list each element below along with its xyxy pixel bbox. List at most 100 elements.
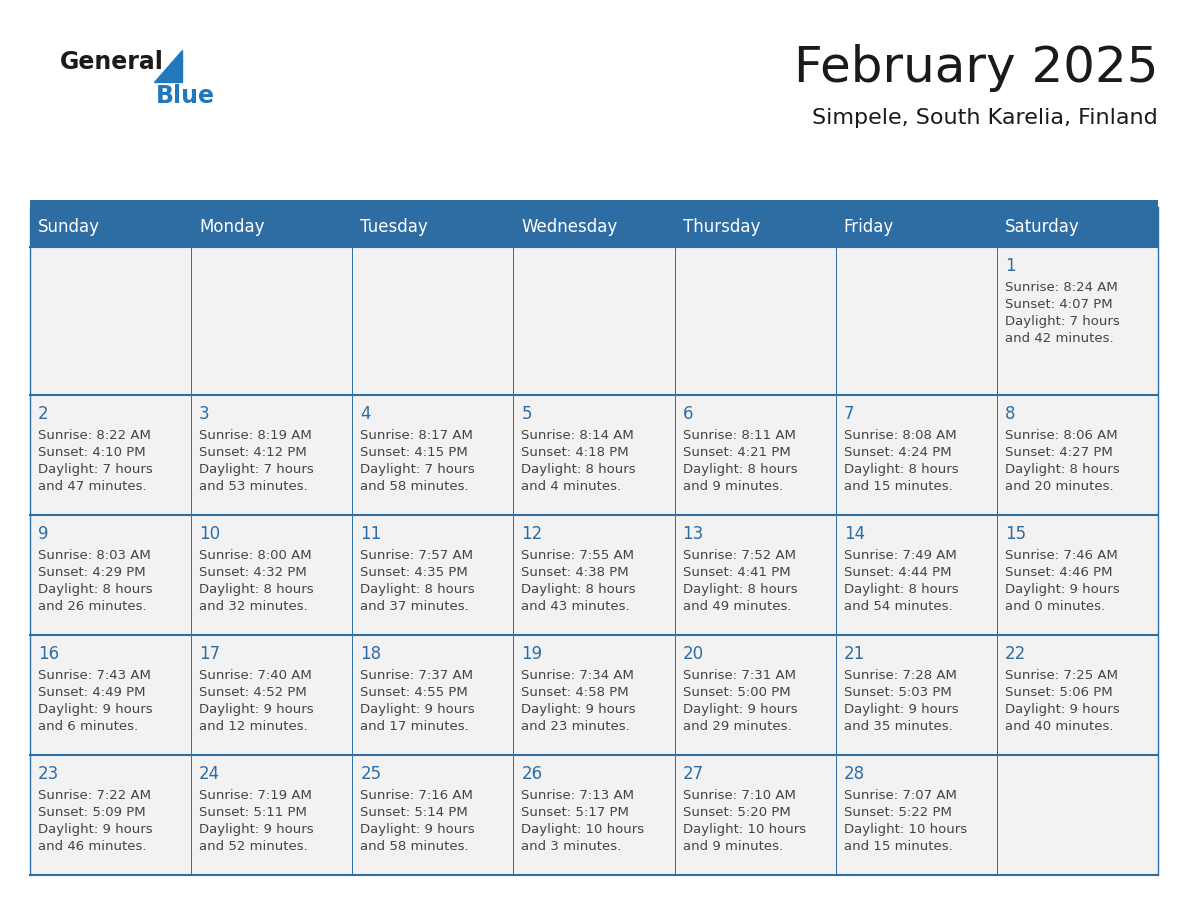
Bar: [513, 755, 675, 875]
Text: Daylight: 8 hours: Daylight: 8 hours: [200, 583, 314, 596]
Text: Daylight: 7 hours: Daylight: 7 hours: [360, 463, 475, 476]
Bar: [513, 247, 675, 395]
Text: Blue: Blue: [156, 84, 215, 108]
Text: Sunset: 4:15 PM: Sunset: 4:15 PM: [360, 446, 468, 459]
Bar: [835, 755, 997, 875]
Text: 4: 4: [360, 405, 371, 423]
Bar: [675, 247, 835, 395]
Bar: [675, 635, 835, 755]
Text: and 0 minutes.: and 0 minutes.: [1005, 600, 1105, 613]
Bar: [353, 247, 513, 395]
Text: and 58 minutes.: and 58 minutes.: [360, 840, 469, 853]
Bar: [997, 635, 1158, 755]
Text: Daylight: 9 hours: Daylight: 9 hours: [38, 703, 152, 716]
Text: and 58 minutes.: and 58 minutes.: [360, 480, 469, 493]
Text: and 47 minutes.: and 47 minutes.: [38, 480, 146, 493]
Text: 6: 6: [683, 405, 693, 423]
Text: 13: 13: [683, 525, 703, 543]
Text: and 53 minutes.: and 53 minutes.: [200, 480, 308, 493]
Text: Sunrise: 8:22 AM: Sunrise: 8:22 AM: [38, 429, 151, 442]
Text: Daylight: 9 hours: Daylight: 9 hours: [200, 823, 314, 836]
Text: 19: 19: [522, 645, 543, 663]
Text: Sunrise: 7:19 AM: Sunrise: 7:19 AM: [200, 789, 312, 802]
Text: Daylight: 10 hours: Daylight: 10 hours: [843, 823, 967, 836]
Text: and 40 minutes.: and 40 minutes.: [1005, 720, 1113, 733]
Text: Daylight: 7 hours: Daylight: 7 hours: [1005, 315, 1119, 328]
Text: Sunset: 5:06 PM: Sunset: 5:06 PM: [1005, 686, 1112, 699]
Text: 10: 10: [200, 525, 220, 543]
Text: Sunrise: 8:24 AM: Sunrise: 8:24 AM: [1005, 281, 1118, 294]
Bar: [997, 247, 1158, 395]
Text: Sunday: Sunday: [38, 218, 100, 236]
Bar: [513, 395, 675, 515]
Text: Daylight: 9 hours: Daylight: 9 hours: [1005, 583, 1119, 596]
Text: Daylight: 8 hours: Daylight: 8 hours: [360, 583, 475, 596]
Text: Sunrise: 8:06 AM: Sunrise: 8:06 AM: [1005, 429, 1118, 442]
Text: Sunset: 5:14 PM: Sunset: 5:14 PM: [360, 806, 468, 819]
Text: Daylight: 8 hours: Daylight: 8 hours: [683, 463, 797, 476]
Text: 3: 3: [200, 405, 210, 423]
Text: Sunrise: 7:25 AM: Sunrise: 7:25 AM: [1005, 669, 1118, 682]
Text: Sunrise: 7:49 AM: Sunrise: 7:49 AM: [843, 549, 956, 562]
Text: and 3 minutes.: and 3 minutes.: [522, 840, 621, 853]
Bar: [191, 395, 353, 515]
Text: Daylight: 7 hours: Daylight: 7 hours: [200, 463, 314, 476]
Text: Sunrise: 7:13 AM: Sunrise: 7:13 AM: [522, 789, 634, 802]
Text: Sunset: 4:49 PM: Sunset: 4:49 PM: [38, 686, 145, 699]
Text: Sunset: 4:27 PM: Sunset: 4:27 PM: [1005, 446, 1113, 459]
Text: Sunrise: 7:57 AM: Sunrise: 7:57 AM: [360, 549, 473, 562]
Text: Sunrise: 7:16 AM: Sunrise: 7:16 AM: [360, 789, 473, 802]
Text: and 12 minutes.: and 12 minutes.: [200, 720, 308, 733]
Bar: [30, 200, 1158, 207]
Text: Daylight: 9 hours: Daylight: 9 hours: [360, 823, 475, 836]
Text: 2: 2: [38, 405, 49, 423]
Text: Sunset: 4:18 PM: Sunset: 4:18 PM: [522, 446, 630, 459]
Text: 26: 26: [522, 765, 543, 783]
Text: Sunset: 4:32 PM: Sunset: 4:32 PM: [200, 566, 307, 579]
Text: Daylight: 8 hours: Daylight: 8 hours: [522, 583, 636, 596]
Text: Daylight: 8 hours: Daylight: 8 hours: [522, 463, 636, 476]
Text: and 46 minutes.: and 46 minutes.: [38, 840, 146, 853]
Text: and 37 minutes.: and 37 minutes.: [360, 600, 469, 613]
Text: Sunrise: 7:55 AM: Sunrise: 7:55 AM: [522, 549, 634, 562]
Text: and 9 minutes.: and 9 minutes.: [683, 840, 783, 853]
Text: Simpele, South Karelia, Finland: Simpele, South Karelia, Finland: [813, 108, 1158, 128]
Text: Daylight: 8 hours: Daylight: 8 hours: [38, 583, 152, 596]
Text: Daylight: 7 hours: Daylight: 7 hours: [38, 463, 153, 476]
Text: Daylight: 8 hours: Daylight: 8 hours: [1005, 463, 1119, 476]
Text: Daylight: 9 hours: Daylight: 9 hours: [683, 703, 797, 716]
Text: and 20 minutes.: and 20 minutes.: [1005, 480, 1113, 493]
Bar: [675, 395, 835, 515]
Text: 16: 16: [38, 645, 59, 663]
Text: and 52 minutes.: and 52 minutes.: [200, 840, 308, 853]
Text: Sunrise: 7:43 AM: Sunrise: 7:43 AM: [38, 669, 151, 682]
Bar: [997, 515, 1158, 635]
Bar: [30, 247, 191, 395]
Text: Daylight: 9 hours: Daylight: 9 hours: [843, 703, 959, 716]
Text: and 6 minutes.: and 6 minutes.: [38, 720, 138, 733]
Bar: [513, 635, 675, 755]
Text: and 32 minutes.: and 32 minutes.: [200, 600, 308, 613]
Bar: [835, 247, 997, 395]
Text: 14: 14: [843, 525, 865, 543]
Text: 25: 25: [360, 765, 381, 783]
Text: Sunrise: 7:22 AM: Sunrise: 7:22 AM: [38, 789, 151, 802]
Text: 17: 17: [200, 645, 220, 663]
Text: and 17 minutes.: and 17 minutes.: [360, 720, 469, 733]
Bar: [675, 755, 835, 875]
Text: Sunset: 4:21 PM: Sunset: 4:21 PM: [683, 446, 790, 459]
Text: 28: 28: [843, 765, 865, 783]
Text: Sunset: 5:22 PM: Sunset: 5:22 PM: [843, 806, 952, 819]
Text: Daylight: 9 hours: Daylight: 9 hours: [522, 703, 636, 716]
Text: Sunset: 4:58 PM: Sunset: 4:58 PM: [522, 686, 630, 699]
Bar: [835, 635, 997, 755]
Text: 5: 5: [522, 405, 532, 423]
Text: Daylight: 8 hours: Daylight: 8 hours: [843, 583, 959, 596]
Text: and 54 minutes.: and 54 minutes.: [843, 600, 953, 613]
Text: Sunset: 5:17 PM: Sunset: 5:17 PM: [522, 806, 630, 819]
Text: and 26 minutes.: and 26 minutes.: [38, 600, 146, 613]
Bar: [191, 635, 353, 755]
Text: Daylight: 9 hours: Daylight: 9 hours: [360, 703, 475, 716]
Text: Daylight: 9 hours: Daylight: 9 hours: [1005, 703, 1119, 716]
Text: Daylight: 9 hours: Daylight: 9 hours: [200, 703, 314, 716]
